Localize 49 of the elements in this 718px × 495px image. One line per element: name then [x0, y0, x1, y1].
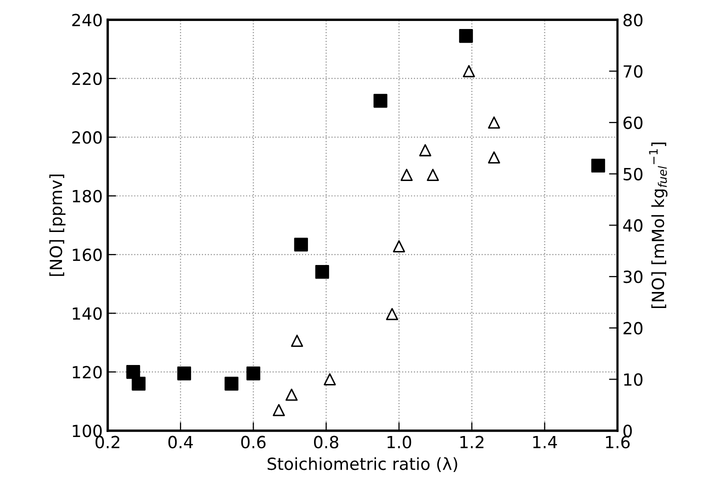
- y-tick-label: 200: [72, 131, 102, 144]
- y-tick-label: 180: [72, 190, 102, 202]
- y2-tick-label: 80: [623, 14, 642, 26]
- point: [294, 238, 308, 252]
- y-tick-label: 220: [72, 72, 102, 86]
- point: [286, 388, 298, 401]
- y-axis-title: [NO] [ppmv]: [49, 174, 66, 276]
- y-tick-label: 100: [72, 424, 102, 438]
- point: [132, 376, 146, 391]
- point: [324, 373, 336, 386]
- y2-tick-label: 60: [624, 116, 642, 130]
- point: [224, 376, 238, 391]
- point: [488, 151, 500, 164]
- point: [488, 116, 500, 129]
- point: [426, 168, 439, 181]
- y2-tick-label: 50: [624, 168, 642, 180]
- x-tick-label: 0.2: [96, 436, 120, 448]
- y-tick-label: 140: [72, 307, 102, 320]
- point: [126, 365, 140, 379]
- x-tick-label: 0.4: [168, 436, 193, 448]
- x-tick-label: 1.2: [460, 436, 484, 448]
- x-tick-label: 1.0: [388, 436, 412, 448]
- y2-axis-title: [NO] [mMol kg$_{fuel}$$^{−1}$]: [649, 142, 668, 308]
- y2-tick-label: 10: [624, 373, 642, 386]
- point: [177, 366, 192, 380]
- point: [591, 158, 606, 173]
- x-tick-label: 0.6: [241, 436, 266, 448]
- point: [315, 264, 330, 279]
- y2-tick-label: 70: [624, 65, 642, 78]
- x-tick-label: 1.4: [533, 436, 557, 448]
- point: [290, 334, 304, 347]
- y-tick-label: 240: [72, 14, 102, 26]
- point: [419, 144, 432, 156]
- point: [400, 168, 413, 181]
- point: [392, 240, 406, 252]
- y-tick-label: 120: [72, 366, 102, 379]
- x-tick-label: 1.6: [606, 436, 630, 448]
- y2-tick-label: 40: [623, 219, 642, 232]
- point: [272, 404, 285, 416]
- x-axis-title: Stoichiometric ratio (λ): [268, 457, 458, 472]
- y2-tick-label: 20: [624, 322, 642, 335]
- x-tick-label: 0.8: [314, 436, 338, 448]
- point: [386, 308, 398, 320]
- point: [462, 65, 475, 78]
- point: [246, 366, 260, 380]
- y-tick-label: 160: [72, 248, 102, 262]
- point: [459, 29, 473, 43]
- point: [374, 94, 388, 108]
- y2-tick-label: 30: [624, 270, 642, 284]
